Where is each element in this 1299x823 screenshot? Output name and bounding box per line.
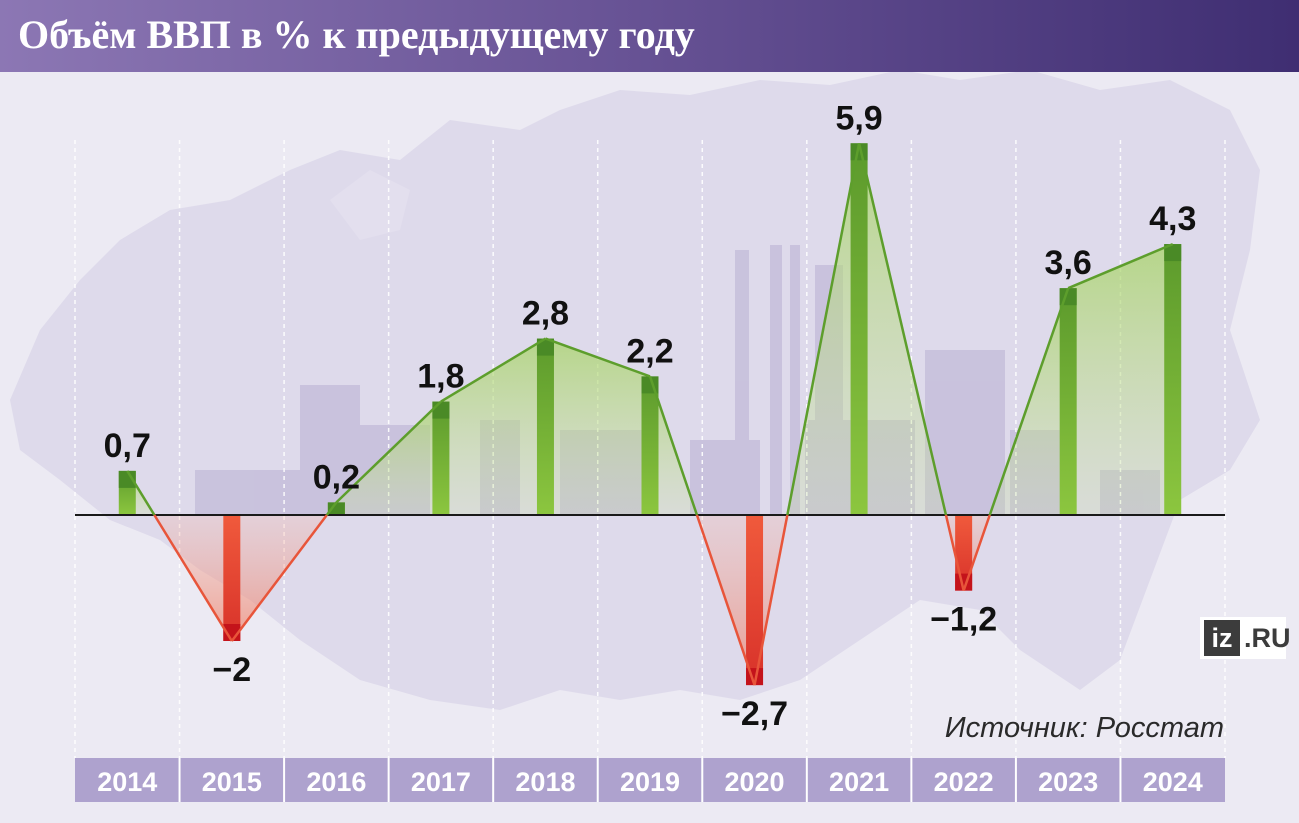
year-tick-label: 2019 <box>620 767 680 797</box>
value-label: −2 <box>212 651 251 689</box>
positive-segment <box>126 470 156 516</box>
bar-2021 <box>850 143 868 516</box>
value-label: 2,2 <box>626 332 673 370</box>
value-label: −2,7 <box>721 695 788 733</box>
bar-2015 <box>223 515 241 641</box>
value-label: 1,8 <box>417 358 464 396</box>
negative-segment <box>230 514 328 642</box>
positive-segment <box>440 337 547 403</box>
bar-cap <box>1164 244 1182 262</box>
negative-segment <box>695 514 756 686</box>
positive-area <box>1068 244 1173 515</box>
year-tick-label: 2017 <box>411 767 471 797</box>
positive-segment <box>786 143 861 516</box>
value-label: 5,9 <box>835 99 882 137</box>
positive-area <box>440 338 546 515</box>
year-tick-label: 2014 <box>97 767 157 797</box>
value-labels: 0,7 −2 0,2 1,8 2,8 2,2 −2,7 5,9 −1,2 3,6 4,3 <box>104 99 1197 733</box>
chart-title: Объём ВВП в % к предыдущему году <box>18 12 695 57</box>
year-tick-label: 2018 <box>515 767 575 797</box>
year-tick-label: 2024 <box>1143 767 1203 797</box>
positive-segment <box>335 400 442 504</box>
positive-segment <box>325 501 338 516</box>
positive-segment <box>648 375 699 516</box>
value-label: 2,8 <box>522 295 569 333</box>
negative-segment <box>944 514 965 591</box>
source-note: Источник: Росстат <box>944 712 1224 744</box>
year-axis: 2014 2015 2016 2017 2018 2019 2020 2021 2022 2023… <box>75 758 1225 802</box>
positive-area <box>336 401 441 515</box>
negative-segment <box>753 514 789 686</box>
year-axis-band <box>75 758 1225 802</box>
year-tick-label: 2021 <box>829 767 889 797</box>
logo-domain: .RU <box>1244 623 1291 653</box>
bars <box>118 143 1182 686</box>
connecting-lines <box>126 143 1174 686</box>
bar-cap <box>327 502 345 515</box>
bar-cap <box>536 338 554 356</box>
negative-segment <box>153 514 233 642</box>
positive-segment <box>988 287 1070 516</box>
year-tick-label: 2020 <box>725 767 785 797</box>
value-label: 0,2 <box>313 458 360 496</box>
title-banner: Объём ВВП в % к предыдущему году <box>0 0 1299 72</box>
bar-2024 <box>1164 244 1182 515</box>
year-tick-label: 2015 <box>202 767 262 797</box>
year-tick-label: 2023 <box>1038 767 1098 797</box>
year-tick-label: 2016 <box>306 767 366 797</box>
value-label: −1,2 <box>930 601 997 639</box>
positive-area <box>545 338 650 515</box>
map-island-shape <box>330 170 410 240</box>
positive-segment <box>857 143 948 516</box>
bar-2018 <box>536 338 554 515</box>
positive-segment <box>545 337 651 378</box>
iz-ru-logo: iz .RU <box>1200 617 1291 659</box>
bar-2023 <box>1059 288 1077 515</box>
positive-segment <box>1067 242 1174 290</box>
value-label: 4,3 <box>1149 200 1196 238</box>
bar-cap <box>432 401 450 419</box>
value-label: 0,7 <box>104 427 151 465</box>
bar-2017 <box>432 401 450 515</box>
bar-2020 <box>746 515 764 686</box>
year-tick-label: 2022 <box>934 767 994 797</box>
bar-cap <box>118 470 136 488</box>
bar-2019 <box>641 376 659 515</box>
logo-mark: iz <box>1204 620 1240 656</box>
value-label: 3,6 <box>1045 244 1092 282</box>
negative-segment <box>962 514 991 592</box>
